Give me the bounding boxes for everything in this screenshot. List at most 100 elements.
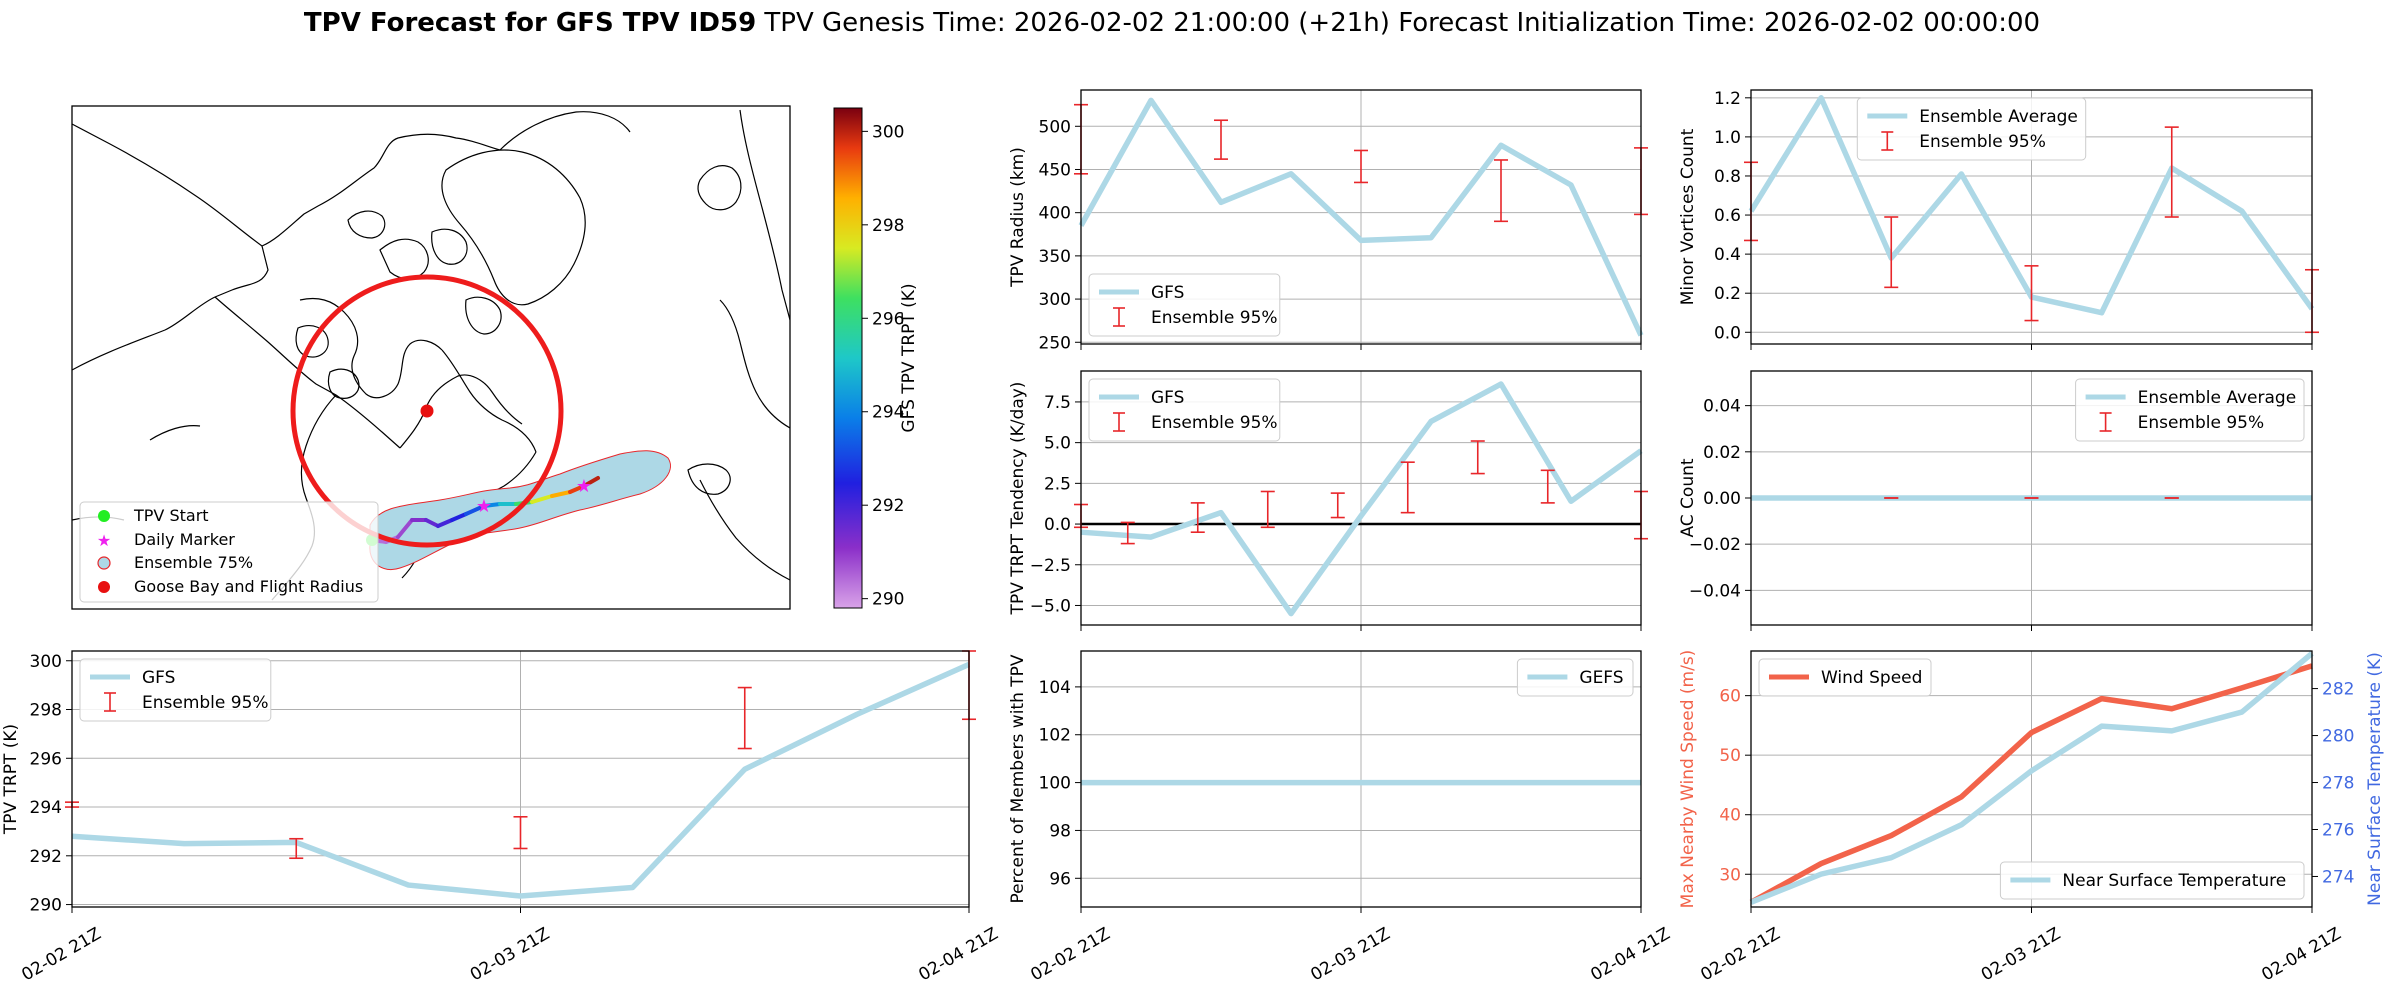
ytick-label: 298 (30, 701, 62, 721)
ytick-label: 40 (1719, 806, 1741, 826)
ytick-label: 98 (1049, 821, 1071, 841)
ytick-label: 0.0 (1714, 323, 1741, 343)
legend-label: Ensemble 95% (142, 693, 269, 713)
ylabel: TPV TRPT Tendency (K/day) (1008, 382, 1028, 616)
chart-tendency: −5.0 −2.5 0.0 2.5 5.0 7.5 TPV TRPT Tendency (K… (1008, 370, 1648, 631)
ytick-right-label: 276 (2322, 820, 2354, 840)
legend-label: Ensemble 95% (1151, 308, 1278, 328)
ytick-label: 1.0 (1714, 128, 1741, 148)
error-bar (1190, 502, 1205, 533)
ytick-label: 1.2 (1714, 89, 1741, 109)
title-bold: TPV Forecast for GFS TPV ID59 (304, 8, 756, 38)
error-bar (1400, 461, 1415, 514)
ylabel: TPV TRPT (K) (1, 724, 21, 835)
track-segment (482, 502, 502, 508)
ytick-label: 300 (30, 652, 62, 672)
ytick-label: 250 (1039, 333, 1071, 353)
error-bar (1354, 149, 1368, 184)
track-segment (436, 518, 454, 528)
xtick-label: 02-03 21Z (1307, 924, 1393, 982)
track-segment (424, 518, 440, 528)
goose-bay-marker (420, 404, 434, 418)
track-segment (530, 494, 554, 504)
xtick-label: 02-04 21Z (1587, 924, 1673, 982)
map-legend-label: Goose Bay and Flight Radius (134, 577, 363, 596)
ytick-label: 0.02 (1703, 443, 1741, 463)
legend: Wind Speed (1758, 658, 1932, 697)
legend-label: Ensemble 95% (1919, 132, 2046, 152)
colorbar-tick-label: 290 (872, 590, 904, 610)
colorbar-tick-label: 300 (872, 122, 904, 142)
legend-label: Ensemble Average (1919, 107, 2078, 127)
ytick-label: 292 (30, 847, 62, 867)
track-segment (568, 484, 586, 494)
ytick-label: 5.0 (1044, 434, 1071, 454)
ytick-label: 60 (1719, 687, 1741, 707)
ytick-label: 96 (1049, 869, 1071, 889)
plot-frame (1750, 650, 2313, 908)
xtick-label: 02-02 21Z (18, 924, 104, 982)
ytick-label: 0.8 (1714, 167, 1741, 187)
ytick-label: 30 (1719, 865, 1741, 885)
error-bar (1494, 159, 1508, 223)
error-bar (1120, 521, 1135, 545)
error-bar (513, 815, 528, 850)
ylabel: Max Nearby Wind Speed (m/s) (1678, 650, 1698, 909)
ytick-label: 350 (1039, 247, 1071, 267)
ytick-label: 290 (30, 896, 62, 916)
error-bar (1214, 119, 1228, 160)
track-segment (396, 518, 414, 539)
ylabel: AC Count (1678, 458, 1698, 537)
legend: Ensemble Average Ensemble 95% (2075, 378, 2305, 442)
svg-text:TPV Forecast for GFS TPV ID59: TPV Forecast for GFS TPV ID59 TPV Genesi… (304, 8, 2040, 38)
legend-star-icon: ★ (97, 531, 111, 550)
series-line-gfs (71, 661, 971, 899)
legend-goose-bay-icon (98, 581, 110, 593)
legend-start-icon (98, 510, 110, 522)
legend-frame (1758, 658, 1932, 697)
ytick-label: 0.0 (1044, 515, 1071, 535)
track-segment (582, 476, 600, 488)
series-line-wind-speed (1749, 663, 2313, 905)
ytick-label: 296 (30, 749, 62, 769)
ylabel: Percent of Members with TPV (1008, 654, 1028, 903)
error-bar (1540, 469, 1555, 504)
ytick-label: 294 (30, 798, 62, 818)
legend: GFS Ensemble 95% (1088, 273, 1281, 337)
legend-label: Ensemble Average (2138, 388, 2297, 408)
chart-minor: 0.0 0.2 0.4 0.6 0.8 1.0 1.2 Minor Vortices Coun… (1678, 89, 2319, 350)
title-genesis: TPV Genesis Time: 2026-02-02 21:00:00 (+… (763, 8, 1390, 38)
legend-frame (1856, 97, 2087, 161)
ytick-right-label: 274 (2322, 867, 2354, 887)
chart-trpt: 290 292 294 296 298 300 TPV TRPT (K) 02-02 21Z 0… (1, 650, 1002, 982)
ylabel: Minor Vortices Count (1678, 128, 1698, 305)
error-bar (1330, 492, 1345, 519)
plot-frame (1750, 89, 2313, 345)
map-legend-label: TPV Start (133, 506, 209, 525)
legend: Ensemble Average Ensemble 95% (1856, 97, 2087, 161)
xtick-label: 02-03 21Z (467, 924, 553, 982)
ytick-label: 0.04 (1703, 397, 1741, 417)
legend-frame (1516, 658, 1634, 697)
ytick-label: 102 (1039, 726, 1071, 746)
legend-label: GEFS (1579, 668, 1623, 688)
plot-frame (1750, 370, 2313, 626)
ytick-label: 450 (1039, 160, 1071, 180)
legend-label: Near Surface Temperature (2062, 871, 2286, 891)
ytick-label: 0.2 (1714, 284, 1741, 304)
series-line-gfs (1080, 381, 1643, 617)
ytick-label: 0.4 (1714, 245, 1741, 265)
plot-frame (1080, 370, 1642, 626)
colorbar: 300 298 296 294 292 290 GFS TPV TRPT (K) (833, 107, 919, 610)
error-bar (1260, 490, 1275, 529)
coastlines (72, 109, 790, 601)
error-bar (737, 686, 752, 750)
track-segment (464, 504, 486, 516)
ytick-label: 300 (1039, 290, 1071, 310)
ytick-label: 7.5 (1044, 393, 1071, 413)
xtick-label: 02-04 21Z (915, 924, 1001, 982)
legend-label: GFS (1151, 283, 1184, 303)
legend-frame (2075, 378, 2305, 442)
track-segment (450, 512, 468, 522)
map-legend-label: Ensemble 75% (134, 553, 253, 572)
